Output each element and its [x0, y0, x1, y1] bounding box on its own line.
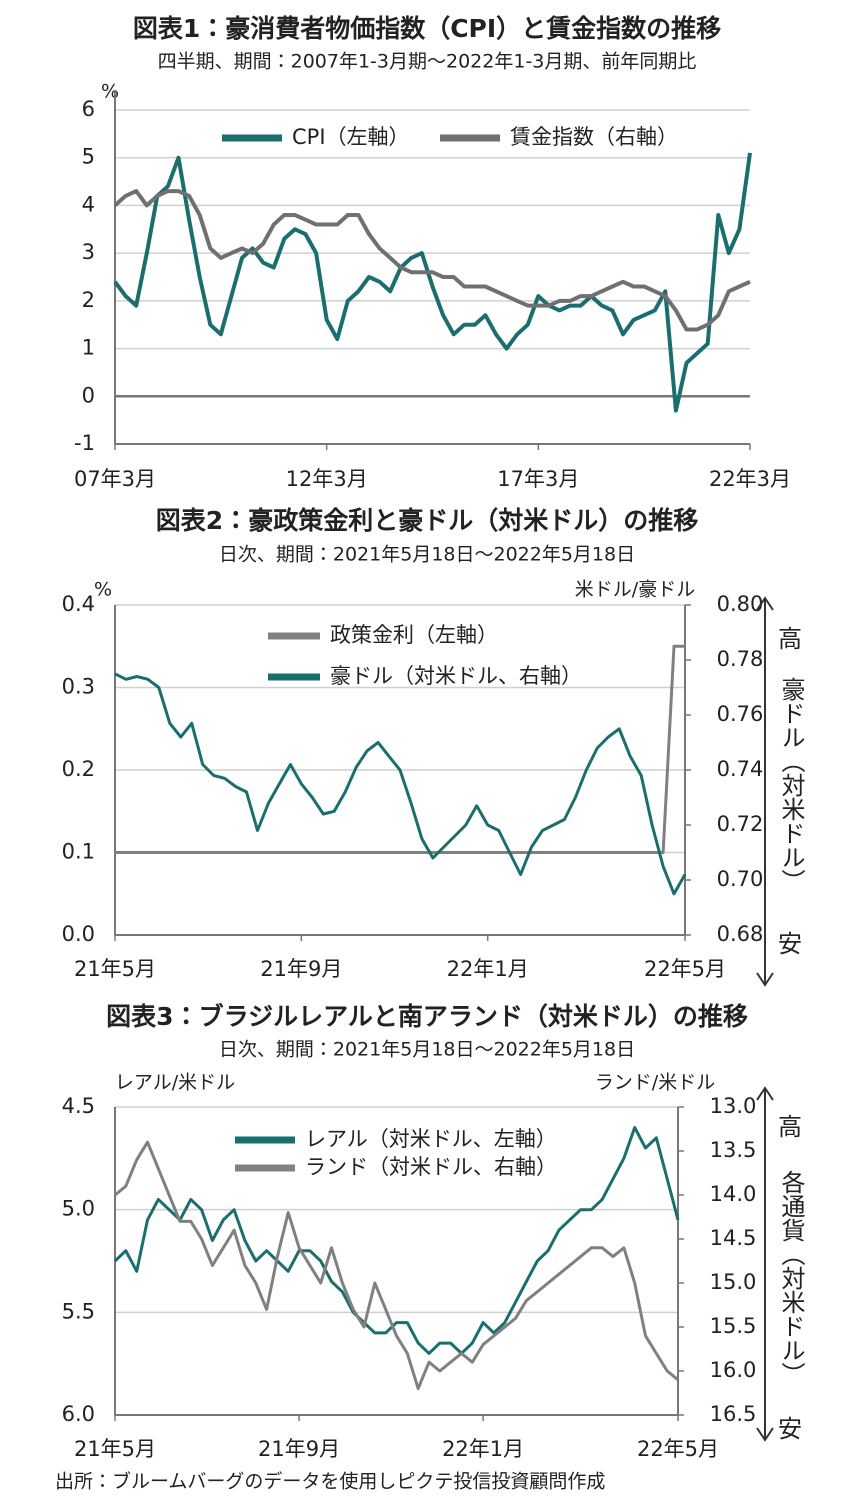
y2-tick-label: 13.5: [710, 1138, 757, 1162]
arrow-head: [756, 1427, 774, 1442]
y-tick-label: 0.0: [62, 922, 95, 946]
y2-tick-label: 0.68: [717, 922, 764, 946]
annotation: 各通貨（対米ドル）: [777, 1170, 805, 1386]
y-axis-label: %: [101, 81, 119, 103]
y2-tick-label: 0.80: [717, 592, 764, 616]
y2-tick-label: 15.5: [710, 1314, 757, 1338]
annotation: 高: [778, 625, 802, 653]
annotation: 安: [778, 1415, 802, 1443]
legend-label: 政策金利（左軸）: [330, 623, 498, 647]
y-axis-label: レアル/米ドル: [115, 1072, 235, 1094]
source-note: 出所：ブルームバーグのデータを使用しピクテ投信投資顧問作成: [55, 1470, 605, 1493]
x-tick-label: 22年5月: [644, 957, 726, 981]
chart-subtitle: 四半期、期間：2007年1-3月期～2022年1-3月期、前年同期比: [158, 51, 697, 73]
series-line: [115, 644, 685, 854]
annotation: 豪ドル（対米ドル）: [777, 677, 805, 893]
x-tick-label: 22年5月: [637, 1437, 719, 1461]
y-tick-label: 0.2: [62, 757, 95, 781]
y2-axis-label: 米ドル/豪ドル: [575, 579, 695, 601]
y2-tick-label: 14.5: [710, 1226, 757, 1250]
y2-tick-label: 14.0: [710, 1182, 757, 1206]
y2-tick-label: 0.72: [717, 812, 764, 836]
y-tick-label: 4: [82, 192, 95, 216]
y2-tick-label: 0.70: [717, 867, 764, 891]
series-line: [113, 152, 752, 413]
x-tick-label: 21年5月: [74, 1437, 156, 1461]
x-tick-label: 21年9月: [260, 957, 342, 981]
y-tick-label: 2: [82, 288, 95, 312]
legend-label: レアル（対米ドル、左軸）: [305, 1127, 557, 1151]
series-line: [113, 1126, 680, 1355]
y-tick-label: 5.0: [62, 1197, 95, 1221]
y2-tick-label: 15.0: [710, 1270, 757, 1294]
y-tick-label: 0: [82, 383, 95, 407]
series-line: [113, 189, 751, 332]
chart-title: 図表1：豪消費者物価指数（CPI）と賃金指数の推移: [133, 14, 721, 43]
arrow-head: [756, 596, 774, 611]
y-tick-label: 6: [82, 97, 95, 121]
y2-axis-label: ランド/米ドル: [595, 1072, 715, 1094]
y2-tick-label: 0.78: [717, 647, 764, 671]
y-tick-label: 5.5: [62, 1299, 95, 1323]
y2-tick-label: 0.74: [717, 757, 764, 781]
x-tick-label: 17年3月: [497, 467, 579, 491]
legend-label: ランド（対米ドル、右軸）: [305, 1155, 557, 1179]
arrow-head: [756, 1086, 774, 1101]
annotation: 高: [778, 1113, 802, 1141]
y2-tick-label: 16.5: [710, 1402, 757, 1426]
x-tick-label: 22年3月: [709, 467, 791, 491]
x-tick-label: 07年3月: [74, 467, 156, 491]
series-line: [114, 672, 687, 896]
y2-tick-label: 0.76: [717, 702, 764, 726]
y-tick-label: 6.0: [62, 1402, 95, 1426]
y-tick-label: 4.5: [62, 1094, 95, 1118]
x-tick-label: 22年1月: [442, 1437, 524, 1461]
legend-label: 豪ドル（対米ドル、右軸）: [330, 664, 582, 688]
y-tick-label: 0.1: [62, 840, 95, 864]
x-tick-label: 22年1月: [447, 957, 529, 981]
arrow-head: [756, 972, 774, 987]
y2-tick-label: 13.0: [710, 1094, 757, 1118]
legend-label: 賃金指数（右軸）: [510, 125, 678, 149]
y-tick-label: 0.4: [62, 592, 95, 616]
y-axis-label: %: [94, 579, 112, 601]
chart-subtitle: 日次、期間：2021年5月18日～2022年5月18日: [219, 544, 635, 566]
y-tick-label: 1: [82, 336, 95, 360]
chart-title: 図表3：ブラジルレアルと南アランド（対米ドル）の推移: [106, 1002, 748, 1031]
y-tick-label: -1: [74, 431, 95, 455]
annotation: 安: [778, 930, 802, 958]
x-tick-label: 21年9月: [258, 1437, 340, 1461]
y2-tick-label: 16.0: [710, 1358, 757, 1382]
x-tick-label: 21年5月: [74, 957, 156, 981]
y-tick-label: 5: [82, 145, 95, 169]
chart-subtitle: 日次、期間：2021年5月18日～2022年5月18日: [219, 1039, 635, 1061]
y-tick-label: 3: [82, 240, 95, 264]
chart-title: 図表2：豪政策金利と豪ドル（対米ドル）の推移: [156, 506, 698, 535]
series-line: [114, 1140, 679, 1391]
legend-label: CPI（左軸）: [292, 125, 410, 149]
x-tick-label: 12年3月: [286, 467, 368, 491]
y-tick-label: 0.3: [62, 675, 95, 699]
